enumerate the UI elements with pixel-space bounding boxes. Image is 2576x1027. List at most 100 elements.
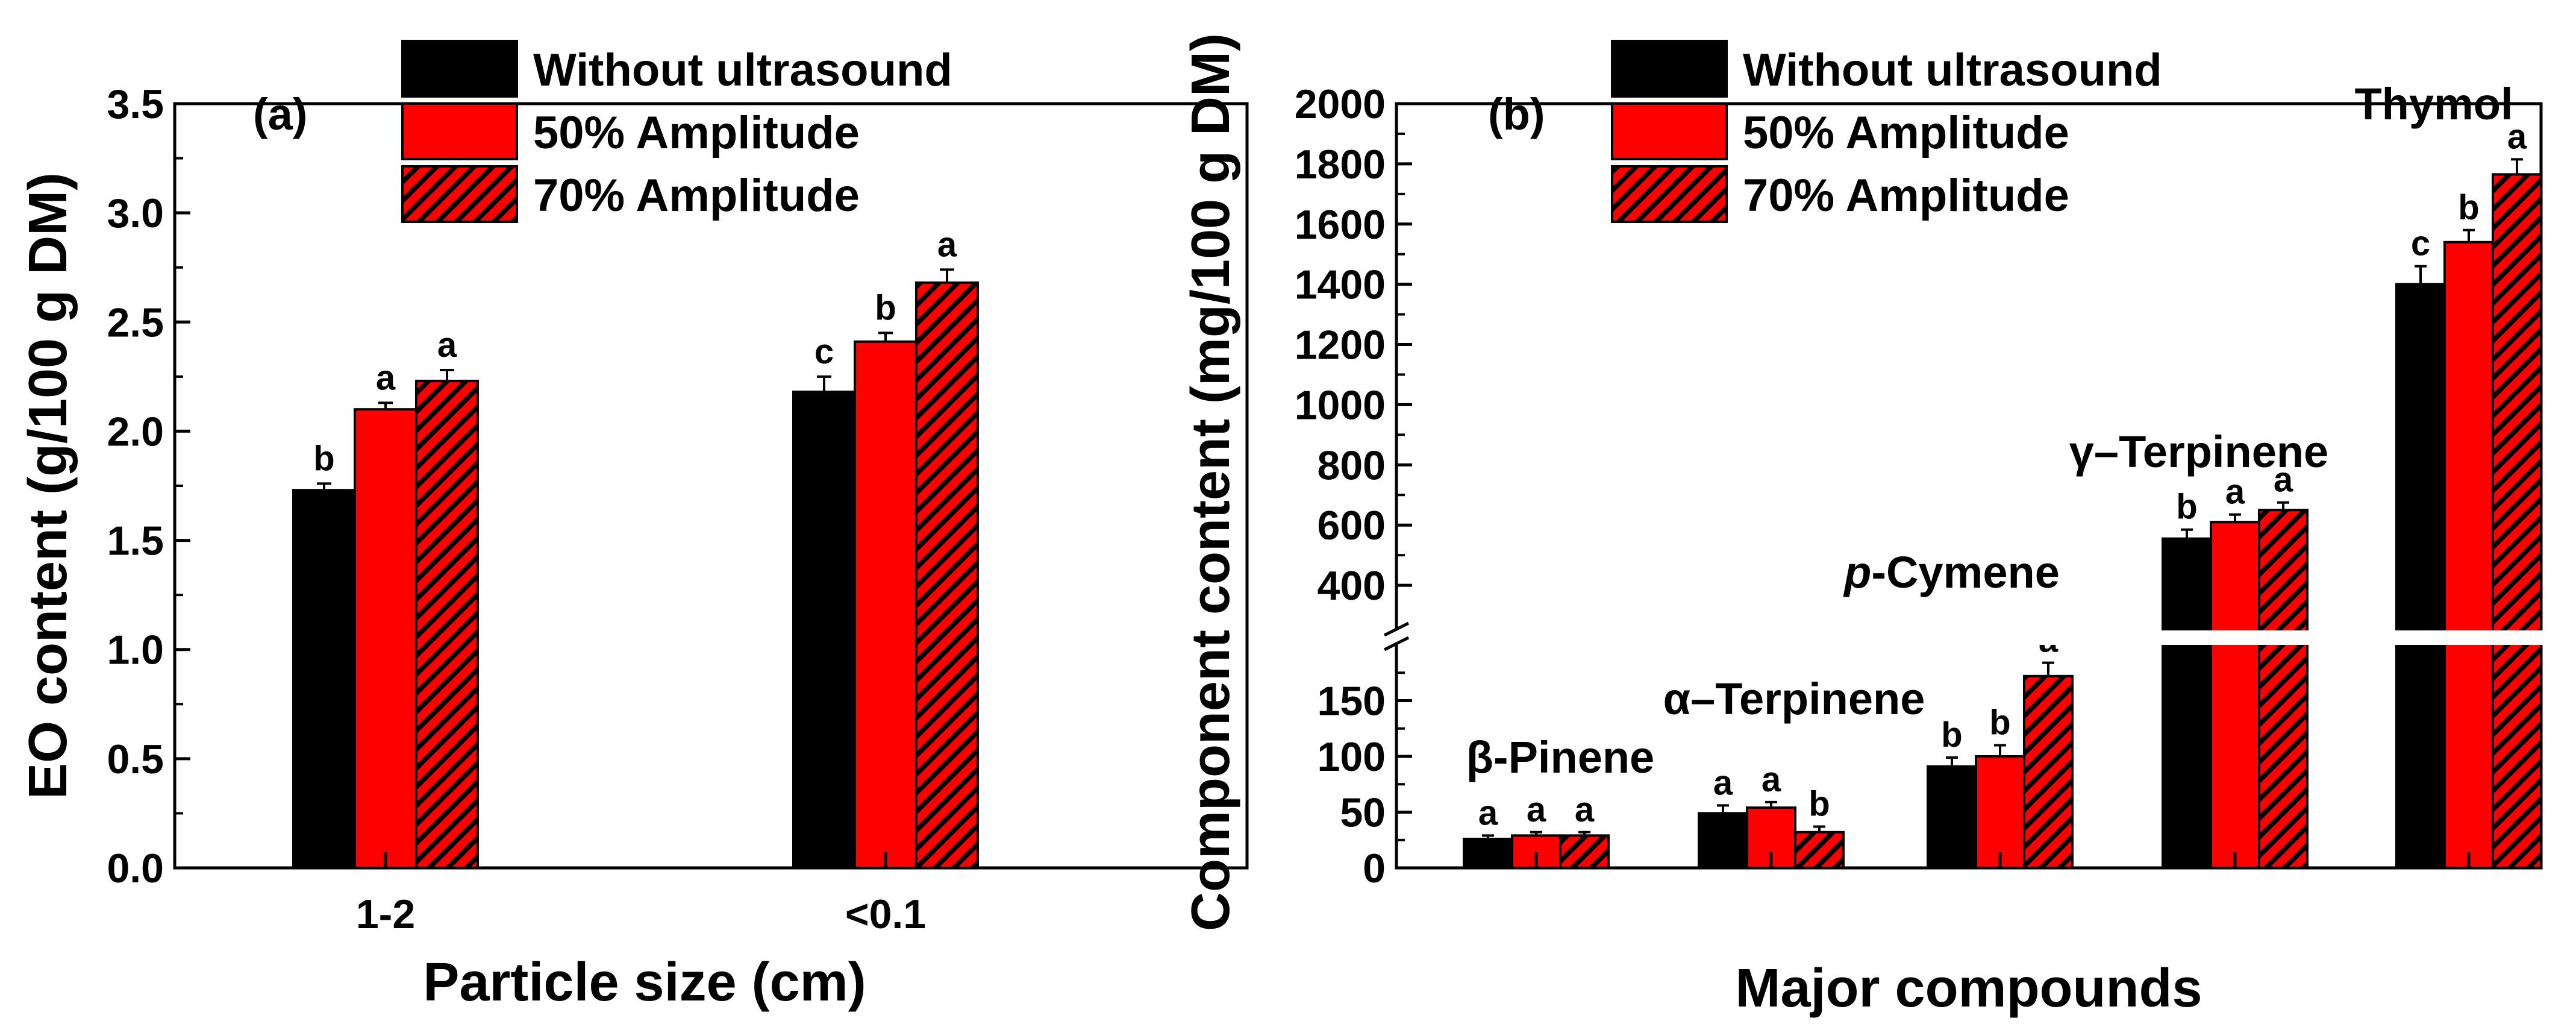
panel-b-compound-labels: β-Pinene α–Terpinene p-Cymene γ–Terpinen… — [1466, 79, 2513, 782]
bar-amp70 — [1794, 831, 1845, 870]
panel-b-break-mark-bottom — [1383, 636, 1410, 652]
significance-letter: a — [1478, 793, 1498, 832]
bar-amp70 — [415, 380, 479, 869]
panel-b-x-title: Major compounds — [1735, 958, 2202, 1019]
significance-letter: b — [1941, 715, 1962, 755]
significance-letter: a — [2225, 473, 2245, 512]
panel-a-x-ticks: 1-2 <0.1 — [356, 852, 926, 937]
panel-b-y-title: Component content (mg/100 g DM) — [1181, 33, 1241, 931]
panel-a-label: (a) — [253, 89, 307, 139]
bar-amp50 — [354, 408, 417, 869]
bar-amp50 — [854, 340, 918, 869]
panel-b-legend-label-amp50: 50% Amplitude — [1743, 107, 2069, 159]
y-tick-label: 3.0 — [107, 190, 164, 236]
significance-letter: a — [1575, 790, 1595, 829]
y-tick-label: 150 — [1318, 679, 1386, 724]
compound-label-beta-pinene: β-Pinene — [1466, 732, 1654, 782]
significance-letter: a — [2507, 117, 2527, 156]
significance-letter: a — [437, 325, 457, 365]
bar-without — [292, 489, 356, 869]
y-tick-label: 50 — [1340, 790, 1386, 836]
panel-b-legend-label-amp70: 70% Amplitude — [1743, 170, 2069, 221]
x-tick-label: 1-2 — [356, 891, 415, 937]
y-tick-label: 1400 — [1295, 262, 1386, 308]
y-tick-label: 0.5 — [107, 736, 164, 782]
y-tick-label: 0 — [1363, 846, 1386, 891]
bar-amp50 — [2210, 521, 2260, 869]
panel-a-legend-swatch-without — [401, 40, 518, 98]
panel-b-axis-break-gap — [1389, 630, 2548, 645]
panel-a-bars: b a a c b a — [292, 225, 979, 869]
bar-without — [792, 391, 856, 869]
panel-a-x-title: Particle size (cm) — [423, 952, 866, 1013]
significance-letter: a — [376, 358, 396, 397]
panel-b-label: (b) — [1488, 89, 1545, 139]
bar-amp70 — [2492, 173, 2542, 869]
bar-amp70 — [2258, 509, 2309, 869]
panel-a-legend: Without ultrasound 50% Amplitude 70% Amp… — [401, 40, 952, 223]
significance-letter: b — [875, 288, 896, 327]
bar-without — [1927, 765, 1977, 870]
panel-a-legend-label-amp50: 50% Amplitude — [533, 107, 860, 159]
y-tick-label: 2.5 — [107, 300, 164, 345]
bar-without — [1463, 837, 1513, 870]
bar-without — [1698, 812, 1748, 869]
y-tick-label: 1000 — [1295, 382, 1386, 428]
significance-letter: b — [1989, 703, 2010, 743]
bar-amp70 — [915, 281, 979, 869]
panel-b-y-ticks: 0 50 100 150 400 600 800 1000 1200 1400 1600 1800 20… — [1295, 81, 1412, 891]
p-cymene-prefix: p — [1843, 547, 1871, 597]
panel-b-bars: aaaaabbbabaacba — [1463, 117, 2542, 870]
y-tick-label: 100 — [1318, 734, 1386, 780]
panel-a-y-ticks: 0.0 0.5 1.0 1.5 2.0 2.5 3.0 3.5 — [107, 81, 190, 891]
compound-label-gamma-terpinene: γ–Terpinene — [2069, 427, 2328, 477]
significance-letter: b — [2458, 188, 2479, 227]
panel-b: 0 50 100 150 400 600 800 1000 1200 1400 1600 1800 20… — [1181, 33, 2548, 1019]
significance-letter: a — [1713, 763, 1733, 802]
panel-a-y-title: EO content (g/100 g DM) — [18, 172, 78, 799]
panel-a: 0.00.51.01.52.02.53.03.5 baa cba 1-2 <0.1 … — [18, 40, 1249, 1013]
bar-amp70 — [1559, 834, 1610, 869]
bar-without — [2395, 283, 2446, 869]
panel-b-legend-swatch-amp50 — [1611, 102, 1728, 160]
panel-a-legend-label-without: Without ultrasound — [533, 45, 952, 96]
p-cymene-rest: -Cymene — [1871, 547, 2060, 597]
significance-letter: a — [937, 225, 957, 264]
significance-letter: c — [2411, 224, 2430, 263]
significance-letter: a — [1762, 760, 1781, 799]
bar-amp50 — [1975, 755, 2025, 869]
bar-without — [2162, 537, 2212, 869]
y-tick-label: 2.0 — [107, 409, 164, 454]
significance-letter: a — [2274, 460, 2293, 500]
y-tick-label: 600 — [1318, 503, 1386, 548]
panel-b-x-ticks — [1534, 852, 2471, 868]
y-tick-label: 1.0 — [107, 627, 164, 673]
significance-letter: c — [814, 332, 834, 371]
bar-amp50 — [2443, 240, 2494, 869]
y-tick-label: 1800 — [1295, 142, 1386, 187]
y-tick-label: 3.5 — [107, 81, 164, 127]
y-tick-label: 2000 — [1295, 81, 1386, 127]
bar-amp70 — [2023, 674, 2074, 870]
significance-letter: b — [313, 439, 334, 478]
x-tick-label: <0.1 — [845, 891, 926, 937]
panel-b-legend-label-without: Without ultrasound — [1743, 45, 2162, 96]
significance-letter: b — [1809, 785, 1830, 824]
panel-a-legend-label-amp70: 70% Amplitude — [533, 170, 860, 221]
y-tick-label: 800 — [1318, 442, 1386, 488]
panel-b-legend-swatch-without — [1611, 40, 1728, 98]
panel-a-legend-swatch-amp70 — [401, 165, 518, 223]
compound-label-alpha-terpinene: α–Terpinene — [1663, 674, 1925, 724]
panel-b-legend-swatch-amp70 — [1611, 165, 1728, 223]
significance-letter: b — [2176, 488, 2197, 527]
y-tick-label: 1600 — [1295, 202, 1386, 248]
y-tick-label: 0.0 — [107, 846, 164, 891]
panel-b-legend: Without ultrasound 50% Amplitude 70% Amp… — [1611, 40, 2162, 223]
panel-b-break-mark-top — [1383, 621, 1410, 637]
compound-label-p-cymene: p-Cymene — [1843, 547, 2060, 597]
significance-letter: a — [1527, 790, 1546, 829]
y-tick-label: 1200 — [1295, 322, 1386, 368]
compound-label-thymol: Thymol — [2354, 79, 2513, 129]
panel-a-legend-swatch-amp50 — [401, 102, 518, 160]
y-tick-label: 1.5 — [107, 518, 164, 564]
